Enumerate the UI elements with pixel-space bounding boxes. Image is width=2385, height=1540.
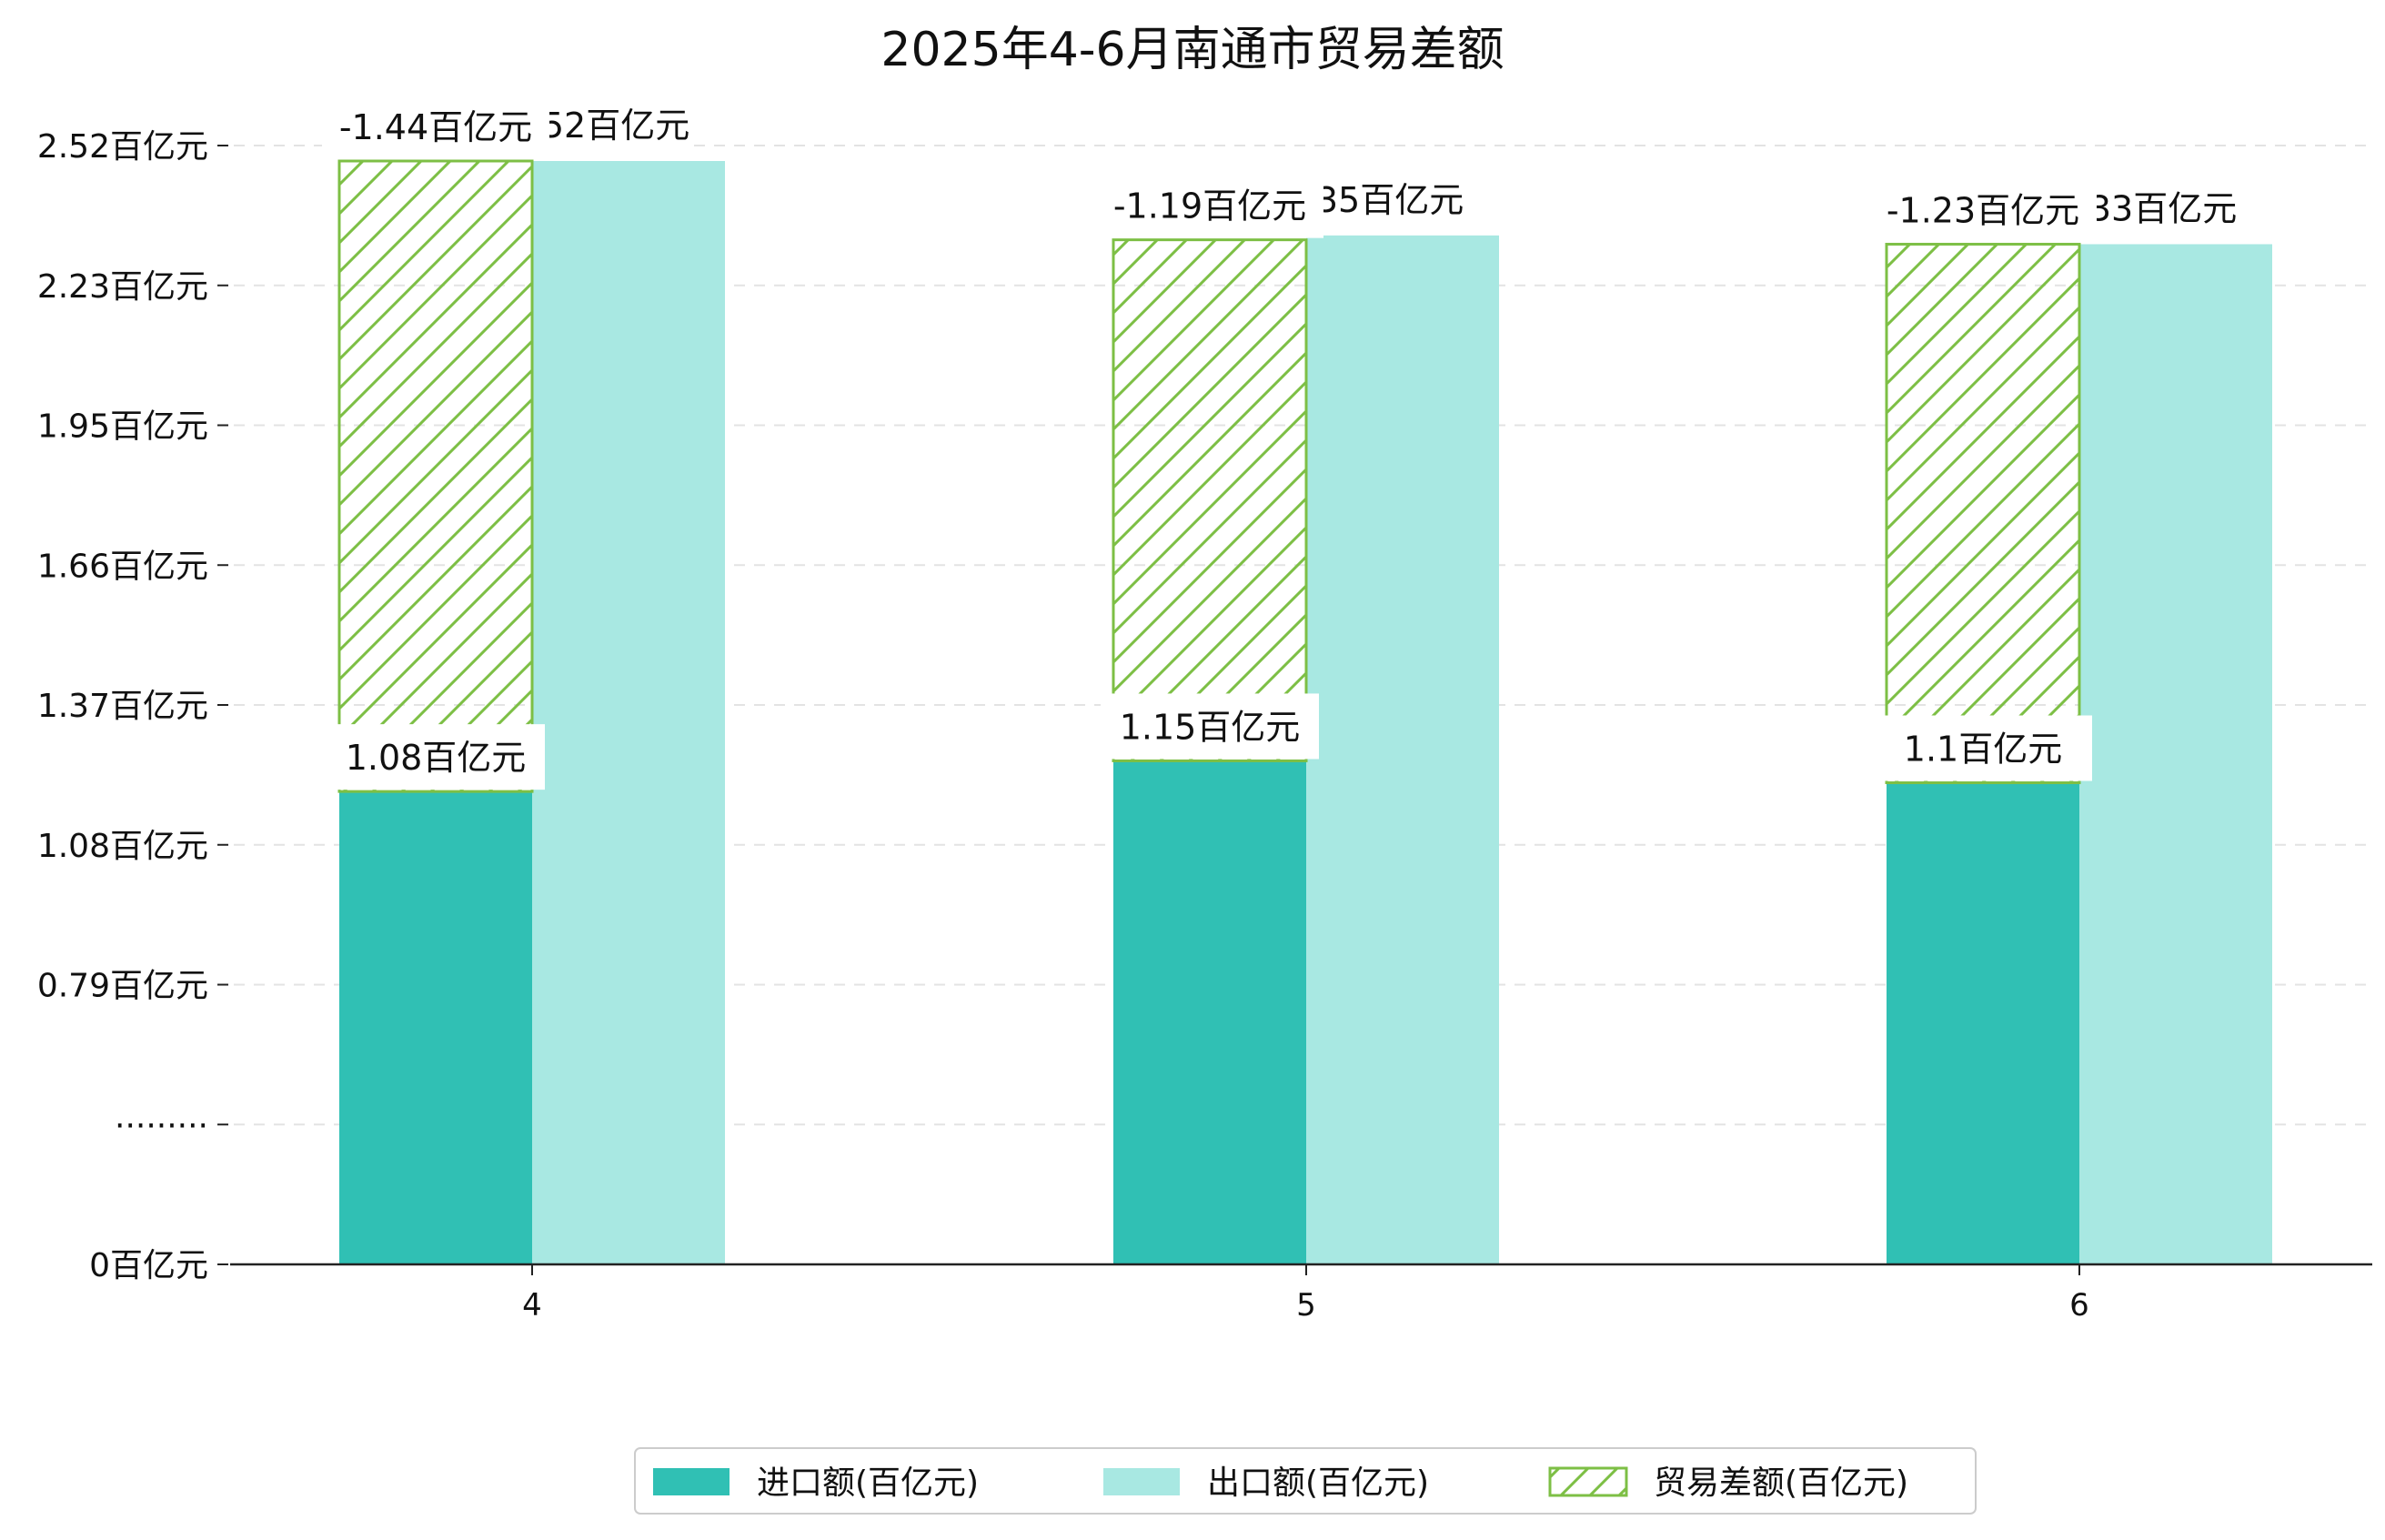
y-tick-label: 2.52百亿元: [37, 128, 208, 166]
bar-export: [532, 161, 725, 1264]
legend-label: 贸易差额(百亿元): [1654, 1465, 1908, 1502]
y-tick-label: 2.23百亿元: [37, 268, 208, 306]
legend-label: 出口额(百亿元): [1207, 1465, 1429, 1502]
label-import: 1.1百亿元: [1904, 730, 2062, 770]
y-tick-label: 1.08百亿元: [37, 828, 208, 865]
label-import-box: [327, 724, 545, 790]
legend-label: 进口额(百亿元): [757, 1465, 979, 1502]
y-tick-label: 1.66百亿元: [37, 548, 208, 585]
legend: 进口额(百亿元) 出口额(百亿元) 贸易差额(百亿元): [634, 1447, 1977, 1515]
y-tick-label: ·········: [115, 1107, 208, 1144]
label-export: .52百亿元: [531, 106, 689, 146]
y-tick-label: 1.95百亿元: [37, 408, 208, 446]
legend-swatch: [1103, 1468, 1180, 1495]
label-trade-balance-box: [1096, 172, 1323, 238]
label-trade-balance: -1.19百亿元: [1113, 186, 1306, 226]
axes: 0百亿元 ········· 0.79百亿元 1.08百亿元 1.37百亿元 1.66百亿…: [37, 128, 2372, 1324]
legend-swatch: [1548, 1466, 1628, 1497]
bar-trade-balance: [1885, 242, 2081, 785]
y-tick-label: 1.37百亿元: [37, 688, 208, 725]
bar-import: [339, 791, 532, 1264]
label-trade-balance: -1.23百亿元: [1887, 190, 2079, 230]
label-import: 1.15百亿元: [1120, 707, 1301, 747]
bar-import: [1113, 760, 1306, 1264]
bar-import: [1887, 782, 2079, 1264]
bars: [337, 159, 2272, 1265]
legend-box: [634, 1447, 1977, 1515]
label-export-box: [1303, 166, 1466, 232]
chart-title: 2025年4-6月南通市贸易差额: [881, 23, 1504, 77]
label-export: .35百亿元: [1305, 180, 1464, 220]
y-tick-label: 0百亿元: [89, 1247, 208, 1284]
label-import-box: [1874, 715, 2092, 781]
bar-trade-balance: [1112, 238, 1308, 762]
label-import-box: [1101, 693, 1319, 760]
label-trade-balance-box: [322, 94, 549, 159]
label-export-box: [2076, 175, 2239, 241]
label-import: 1.08百亿元: [346, 738, 527, 778]
label-export-box: [528, 92, 692, 157]
y-tick-label: 0.79百亿元: [37, 968, 208, 1005]
data-labels: 1.08百亿元 .52百亿元-1.44百亿元 1.15百亿元 .35百亿元-1.19百…: [322, 92, 2239, 790]
legend-swatch: [653, 1468, 730, 1495]
label-trade-balance-box: [1869, 176, 2097, 243]
bar-export: [1306, 235, 1499, 1265]
bar-export: [2079, 244, 2272, 1265]
label-export: .33百亿元: [2078, 188, 2237, 228]
bar-trade-balance: [337, 159, 534, 793]
label-trade-balance: -1.44百亿元: [339, 107, 532, 147]
x-tick-label: 4: [522, 1287, 542, 1324]
x-tick-label: 5: [1296, 1287, 1316, 1324]
x-tick-label: 6: [2069, 1287, 2089, 1324]
